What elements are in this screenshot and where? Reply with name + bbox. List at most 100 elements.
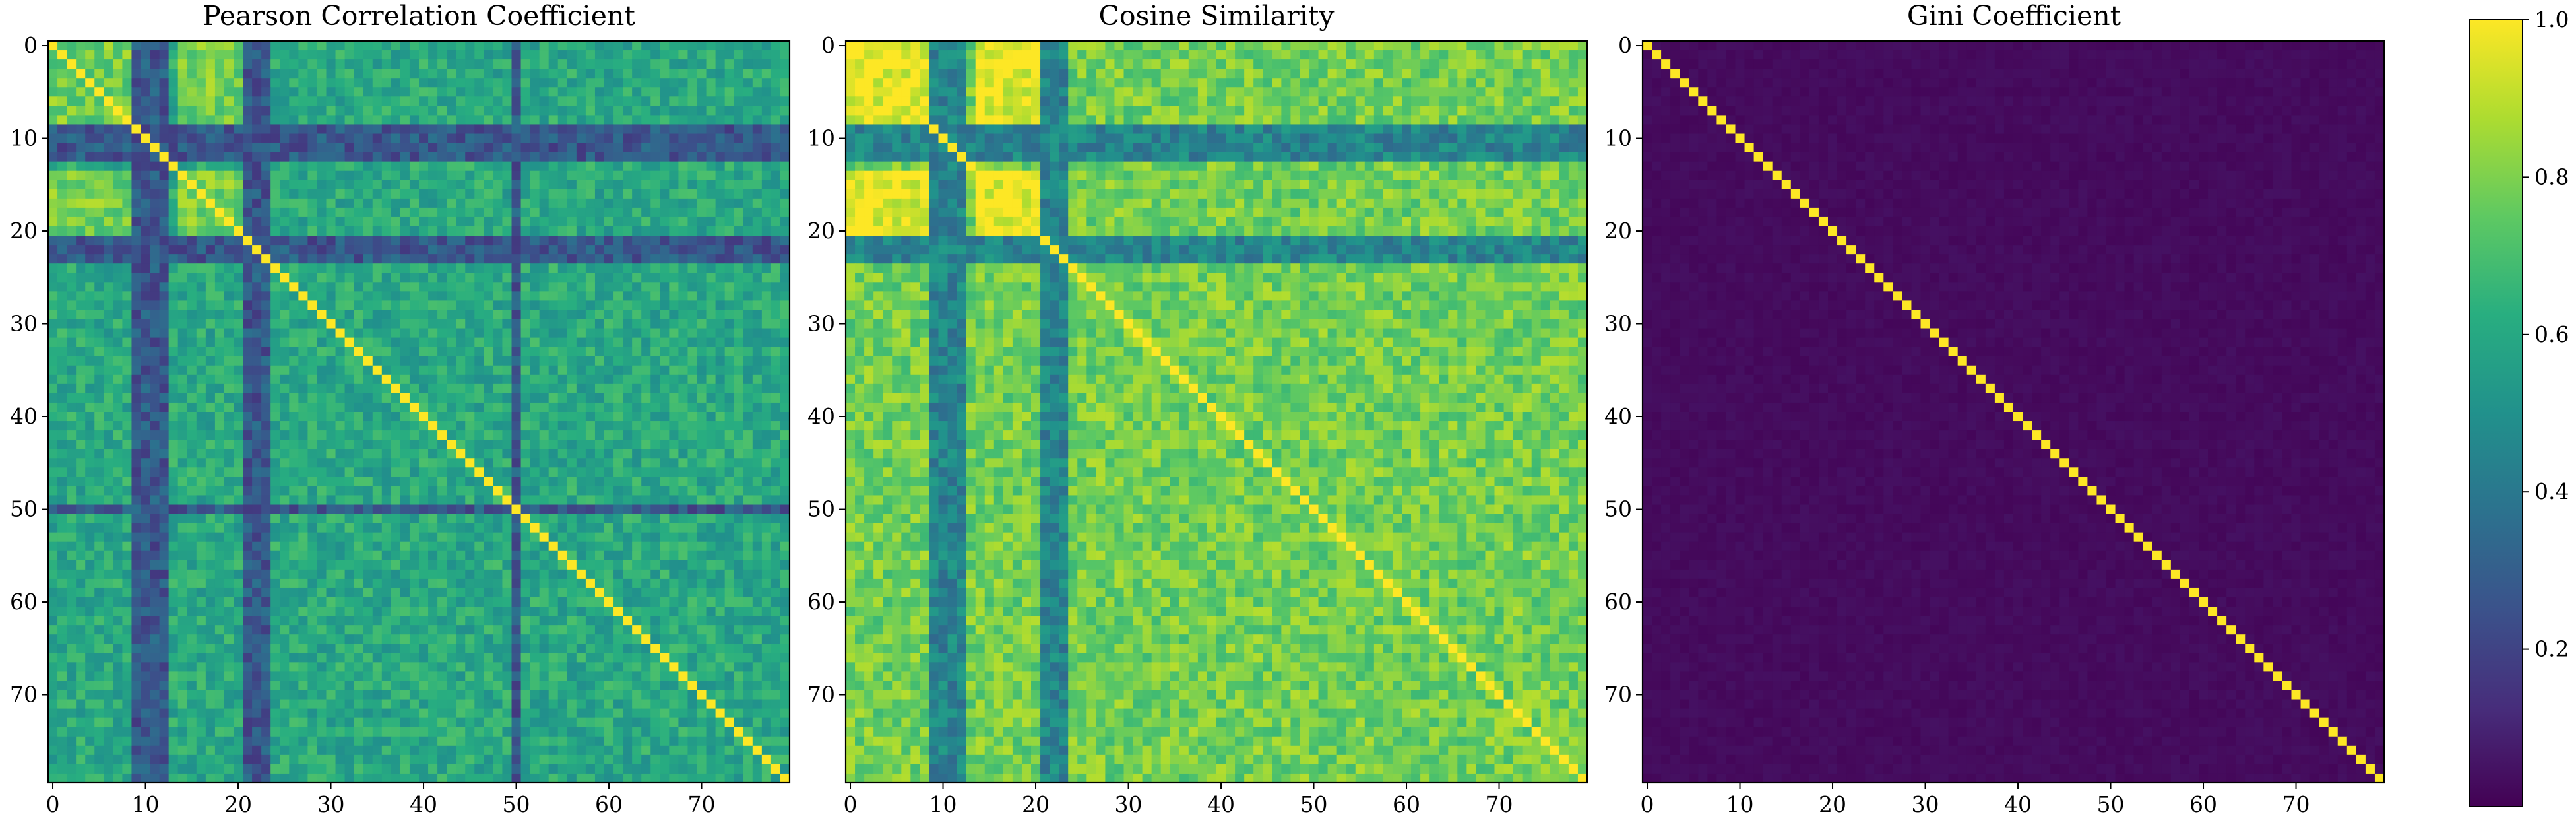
heatmap-cell [289, 402, 299, 413]
heatmap-cell [493, 78, 503, 88]
heatmap-cell [474, 254, 484, 264]
heatmap-cell [419, 495, 429, 506]
heatmap-cell [150, 263, 160, 273]
heatmap-cell [131, 124, 142, 135]
heatmap-cell [214, 560, 225, 570]
heatmap-cell [669, 587, 679, 598]
heatmap-cell [678, 124, 689, 135]
heatmap-cell [734, 152, 744, 162]
heatmap-cell [372, 449, 383, 459]
heatmap-cell [687, 365, 698, 376]
heatmap-cell [428, 245, 438, 255]
heatmap-cell [196, 532, 206, 543]
heatmap-cell [187, 236, 197, 246]
heatmap-cell [104, 607, 113, 616]
heatmap-cell [131, 226, 142, 236]
heatmap-cell [187, 133, 197, 144]
heatmap-cell [252, 440, 262, 449]
heatmap-cell [85, 440, 95, 449]
heatmap-cell [372, 207, 383, 218]
heatmap-cell [493, 458, 503, 468]
heatmap-cell [270, 550, 280, 561]
heatmap-cell [650, 198, 660, 209]
heatmap-cell [752, 133, 763, 144]
heatmap-cell [280, 597, 290, 607]
heatmap-cell [196, 337, 206, 348]
heatmap-cell [770, 319, 781, 329]
heatmap-cell [660, 356, 670, 366]
heatmap-cell [141, 541, 151, 552]
heatmap-cell [159, 458, 170, 468]
heatmap-cell [48, 578, 58, 589]
heatmap-cell [113, 374, 123, 385]
heatmap-cell [641, 254, 651, 264]
heatmap-cell [400, 393, 410, 403]
heatmap-cell [261, 393, 271, 403]
heatmap-cell [270, 421, 280, 431]
heatmap-cell [252, 514, 262, 524]
heatmap-cell [594, 587, 605, 598]
heatmap-cell [94, 106, 104, 116]
heatmap-cell [354, 356, 364, 366]
heatmap-cell [715, 412, 726, 422]
heatmap-cell [391, 541, 401, 552]
heatmap-cell [752, 467, 763, 477]
heatmap-cell [391, 504, 401, 515]
heatmap-cell [428, 291, 438, 301]
heatmap-cell [641, 356, 651, 366]
heatmap-cell [437, 430, 447, 440]
heatmap-cell [660, 430, 670, 440]
heatmap-cell [576, 569, 586, 580]
heatmap-cell [344, 198, 355, 209]
heatmap-cell [409, 263, 420, 273]
heatmap-cell [530, 523, 540, 533]
heatmap-cell [252, 291, 262, 301]
heatmap-cell [234, 597, 243, 607]
heatmap-cell [48, 282, 58, 292]
heatmap-cell [354, 216, 364, 227]
heatmap-cell [724, 393, 735, 403]
heatmap-cell [196, 207, 206, 218]
heatmap-cell [660, 282, 670, 292]
heatmap-cell [623, 597, 633, 607]
heatmap-cell [289, 541, 299, 552]
heatmap-cell [400, 161, 410, 172]
heatmap-cell [447, 532, 456, 543]
heatmap-cell [715, 226, 726, 236]
heatmap-cell [770, 393, 781, 403]
heatmap-cell [141, 412, 151, 422]
heatmap-cell [761, 550, 772, 561]
heatmap-cell [187, 477, 197, 486]
heatmap-cell [234, 96, 243, 106]
heatmap-cell [205, 143, 216, 153]
heatmap-cell [770, 50, 781, 60]
heatmap-cell [48, 532, 58, 543]
heatmap-cell [270, 504, 280, 515]
heatmap-cell [205, 319, 216, 329]
heatmap-cell [493, 115, 503, 125]
heatmap-cell [224, 523, 234, 533]
heatmap-cell [131, 180, 142, 190]
heatmap-cell [632, 180, 642, 190]
heatmap-cell [456, 440, 466, 449]
heatmap-cell [298, 374, 308, 385]
heatmap-cell [623, 495, 633, 506]
heatmap-cell [557, 550, 568, 561]
heatmap-cell [456, 87, 466, 97]
heatmap-cell [660, 207, 670, 218]
heatmap-cell [678, 383, 689, 394]
heatmap-cell [447, 328, 456, 339]
heatmap-cell [298, 96, 308, 106]
heatmap-cell [613, 87, 623, 97]
heatmap-cell [697, 273, 707, 283]
heatmap-cell [715, 374, 726, 385]
heatmap-cell [67, 180, 77, 190]
heatmap-cell [632, 152, 642, 162]
heatmap-cell [335, 161, 346, 172]
heatmap-cell [243, 458, 253, 468]
heatmap-cell [104, 440, 113, 449]
heatmap-cell [122, 170, 133, 181]
heatmap-cell [493, 569, 503, 580]
heatmap-cell [724, 226, 735, 236]
